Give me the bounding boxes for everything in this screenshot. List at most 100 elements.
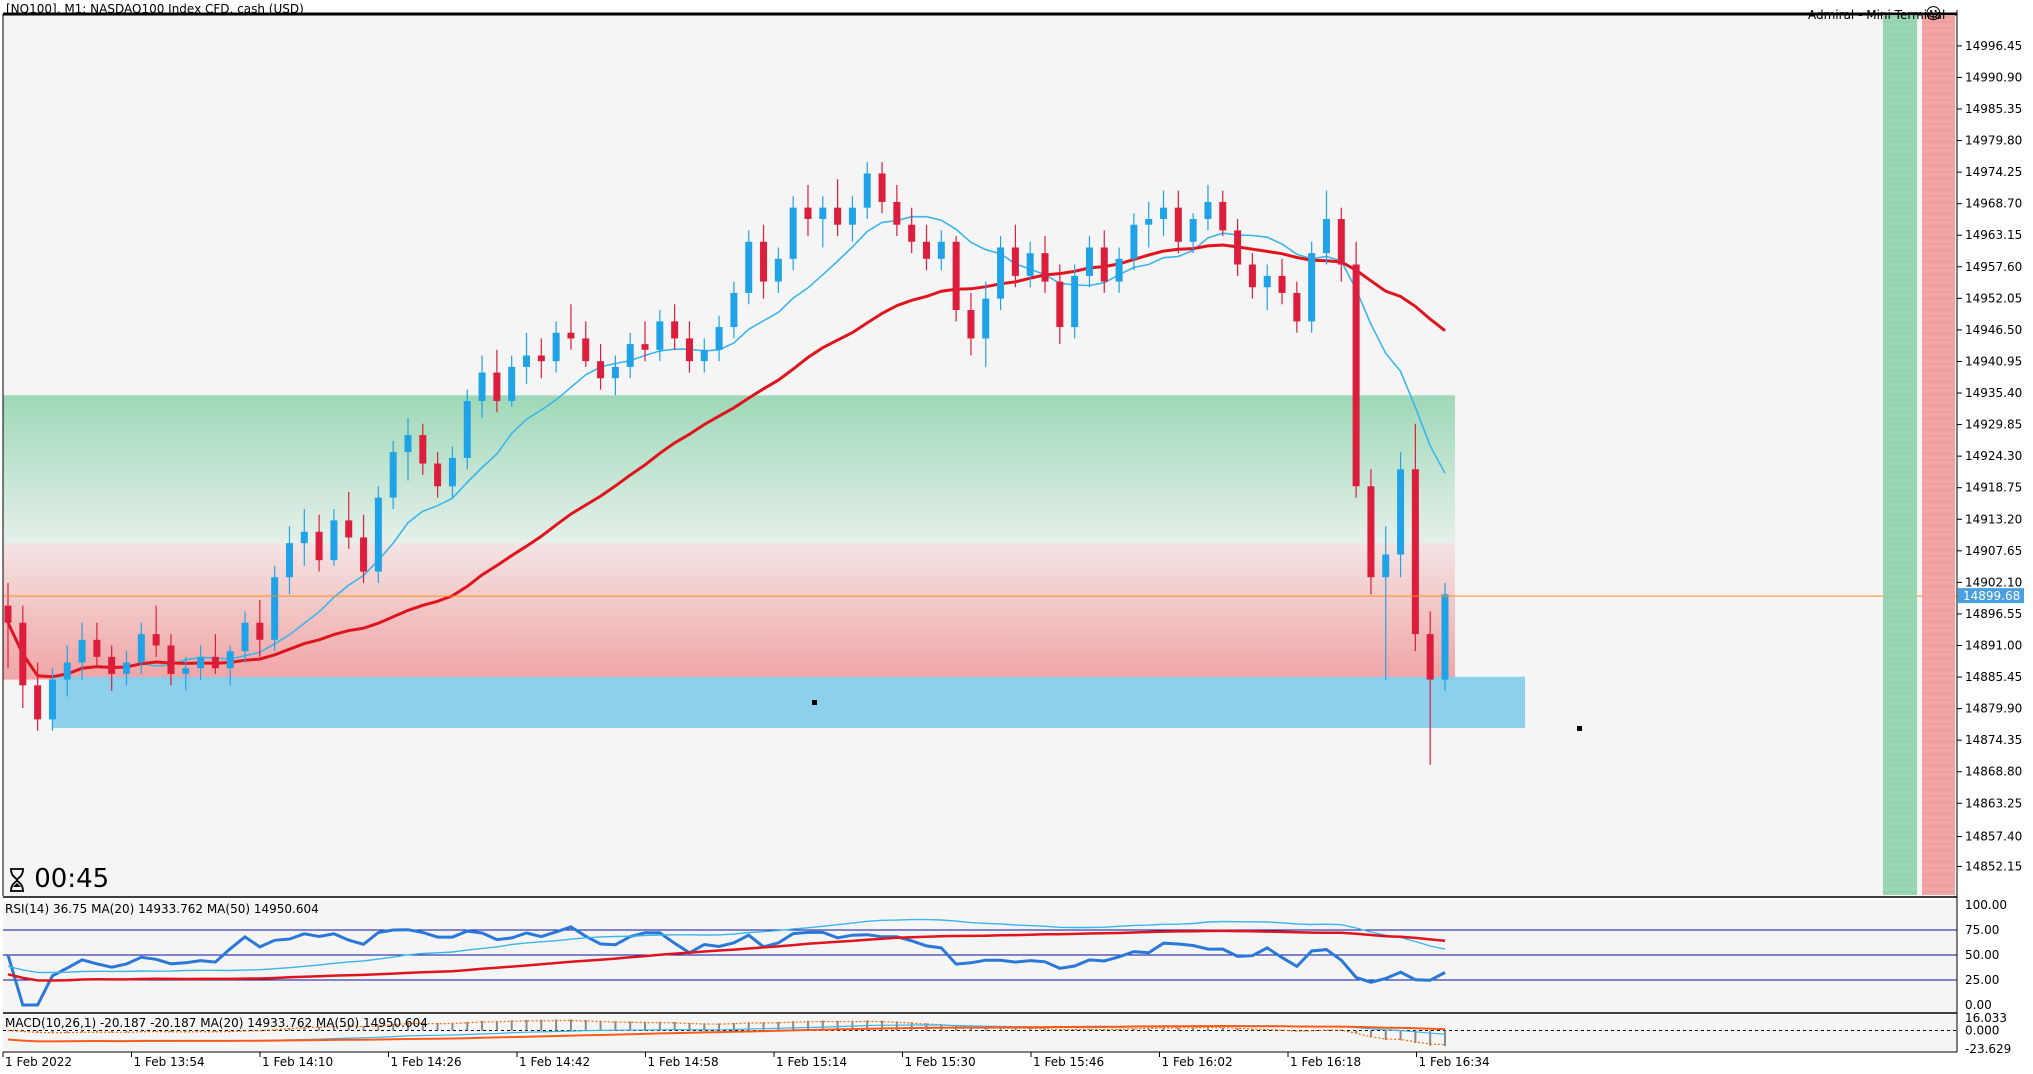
candle — [182, 656, 190, 691]
candle — [967, 292, 975, 356]
price-tick-label: 14885.45 — [1965, 670, 2022, 684]
price-tick-label: 14968.70 — [1965, 197, 2022, 211]
candle — [611, 355, 619, 396]
candle-body — [611, 366, 619, 379]
candle — [567, 304, 575, 350]
candle — [1278, 258, 1286, 305]
chart-title: [NQ100], M1: NASDAQ100 Index CFD, cash (… — [6, 2, 304, 16]
candle-body — [34, 685, 42, 720]
candle-body — [760, 241, 768, 282]
candle — [582, 321, 590, 367]
candle — [389, 440, 397, 510]
candle — [1441, 582, 1449, 691]
candle — [760, 224, 768, 299]
candle-body — [700, 349, 708, 362]
candle-body — [1308, 253, 1316, 322]
candle — [537, 338, 545, 379]
overlay-layer — [2, 12, 1957, 896]
price-tick-label: 14918.75 — [1965, 481, 2022, 495]
candle — [1189, 213, 1197, 254]
candle-body — [1041, 253, 1049, 282]
candle-body — [48, 679, 56, 720]
candle-body — [745, 241, 753, 293]
candle-body — [1411, 469, 1419, 635]
candle — [774, 247, 782, 293]
candle-body — [774, 258, 782, 282]
axes-layer: 14996.45 14990.90 14985.35 14979.80 14974.25… — [2, 10, 2024, 1069]
candle — [908, 207, 916, 254]
rsi-ma-slow-line — [7, 929, 1446, 982]
candle-body — [597, 361, 605, 379]
candle-body — [1278, 275, 1286, 293]
candle-body — [1322, 219, 1330, 254]
candle — [478, 355, 486, 419]
candle-body — [197, 656, 205, 669]
candle-body — [211, 656, 219, 669]
candle — [1367, 469, 1375, 595]
candle-body — [848, 207, 856, 225]
candle-body — [404, 435, 412, 453]
candle-body — [241, 622, 249, 652]
sell-bar — [1922, 15, 1955, 895]
candle-body — [834, 207, 842, 225]
time-tick-label: 1 Feb 14:10 — [262, 1055, 333, 1069]
candle — [626, 332, 634, 379]
candle-body — [463, 400, 471, 458]
candle-body — [552, 332, 560, 362]
candle-body — [1011, 247, 1019, 276]
candle — [937, 230, 945, 271]
rect-anchor-corner — [1577, 726, 1582, 731]
candle — [285, 526, 293, 595]
candle-body — [1219, 201, 1227, 231]
candle — [360, 514, 368, 583]
candle-body — [152, 634, 160, 646]
time-tick-label: 1 Feb 14:42 — [519, 1055, 590, 1069]
candle-body — [656, 321, 664, 350]
candle — [256, 600, 264, 657]
candle — [4, 582, 12, 669]
candle-body — [1115, 258, 1123, 282]
candle — [789, 196, 797, 271]
candle — [1130, 213, 1138, 271]
time-tick-label: 1 Feb 16:02 — [1162, 1055, 1233, 1069]
current-price-text: 14899.68 — [1963, 589, 2020, 603]
candle — [1071, 264, 1079, 339]
candle — [78, 622, 86, 680]
time-tick-label: 1 Feb 15:30 — [905, 1055, 976, 1069]
candle — [271, 565, 279, 652]
price-tick-label: 14946.50 — [1965, 323, 2022, 337]
macd-label: MACD(10,26,1) -20.187 -20.187 MA(20) 149… — [5, 1016, 428, 1030]
candle — [374, 486, 382, 583]
time-tick-label: 1 Feb 15:46 — [1033, 1055, 1104, 1069]
candle — [523, 332, 531, 384]
candle — [1352, 241, 1360, 498]
time-tick-label: 1 Feb 2022 — [5, 1055, 72, 1069]
mini-terminal-bars[interactable] — [1883, 15, 1955, 895]
rsi-tick-label: 25.00 — [1965, 973, 1999, 987]
rsi-tick-label: 100.00 — [1965, 898, 2007, 912]
candle-body — [508, 366, 516, 401]
candle-body — [878, 173, 886, 202]
smiley-icon[interactable]: ☺ — [1925, 4, 1942, 23]
price-tick-label: 14996.45 — [1965, 39, 2022, 53]
candle-body — [1204, 201, 1212, 220]
candle-body — [1071, 275, 1079, 328]
candle — [922, 224, 930, 271]
candle — [641, 321, 649, 362]
price-tick-label: 14963.15 — [1965, 228, 2022, 242]
candle — [1174, 190, 1182, 254]
buy-bar — [1883, 15, 1917, 895]
candle — [137, 622, 145, 674]
candle — [1056, 264, 1064, 345]
ma-slow-line — [6, 243, 1446, 679]
candle-body — [19, 622, 27, 686]
candle-body — [908, 224, 916, 242]
candle — [1397, 452, 1405, 578]
candle — [1263, 264, 1271, 310]
price-tick-label: 14990.90 — [1965, 70, 2022, 84]
candle — [93, 622, 101, 669]
candle-body — [448, 457, 456, 487]
rsi-tick-label: 0.00 — [1965, 998, 1992, 1012]
